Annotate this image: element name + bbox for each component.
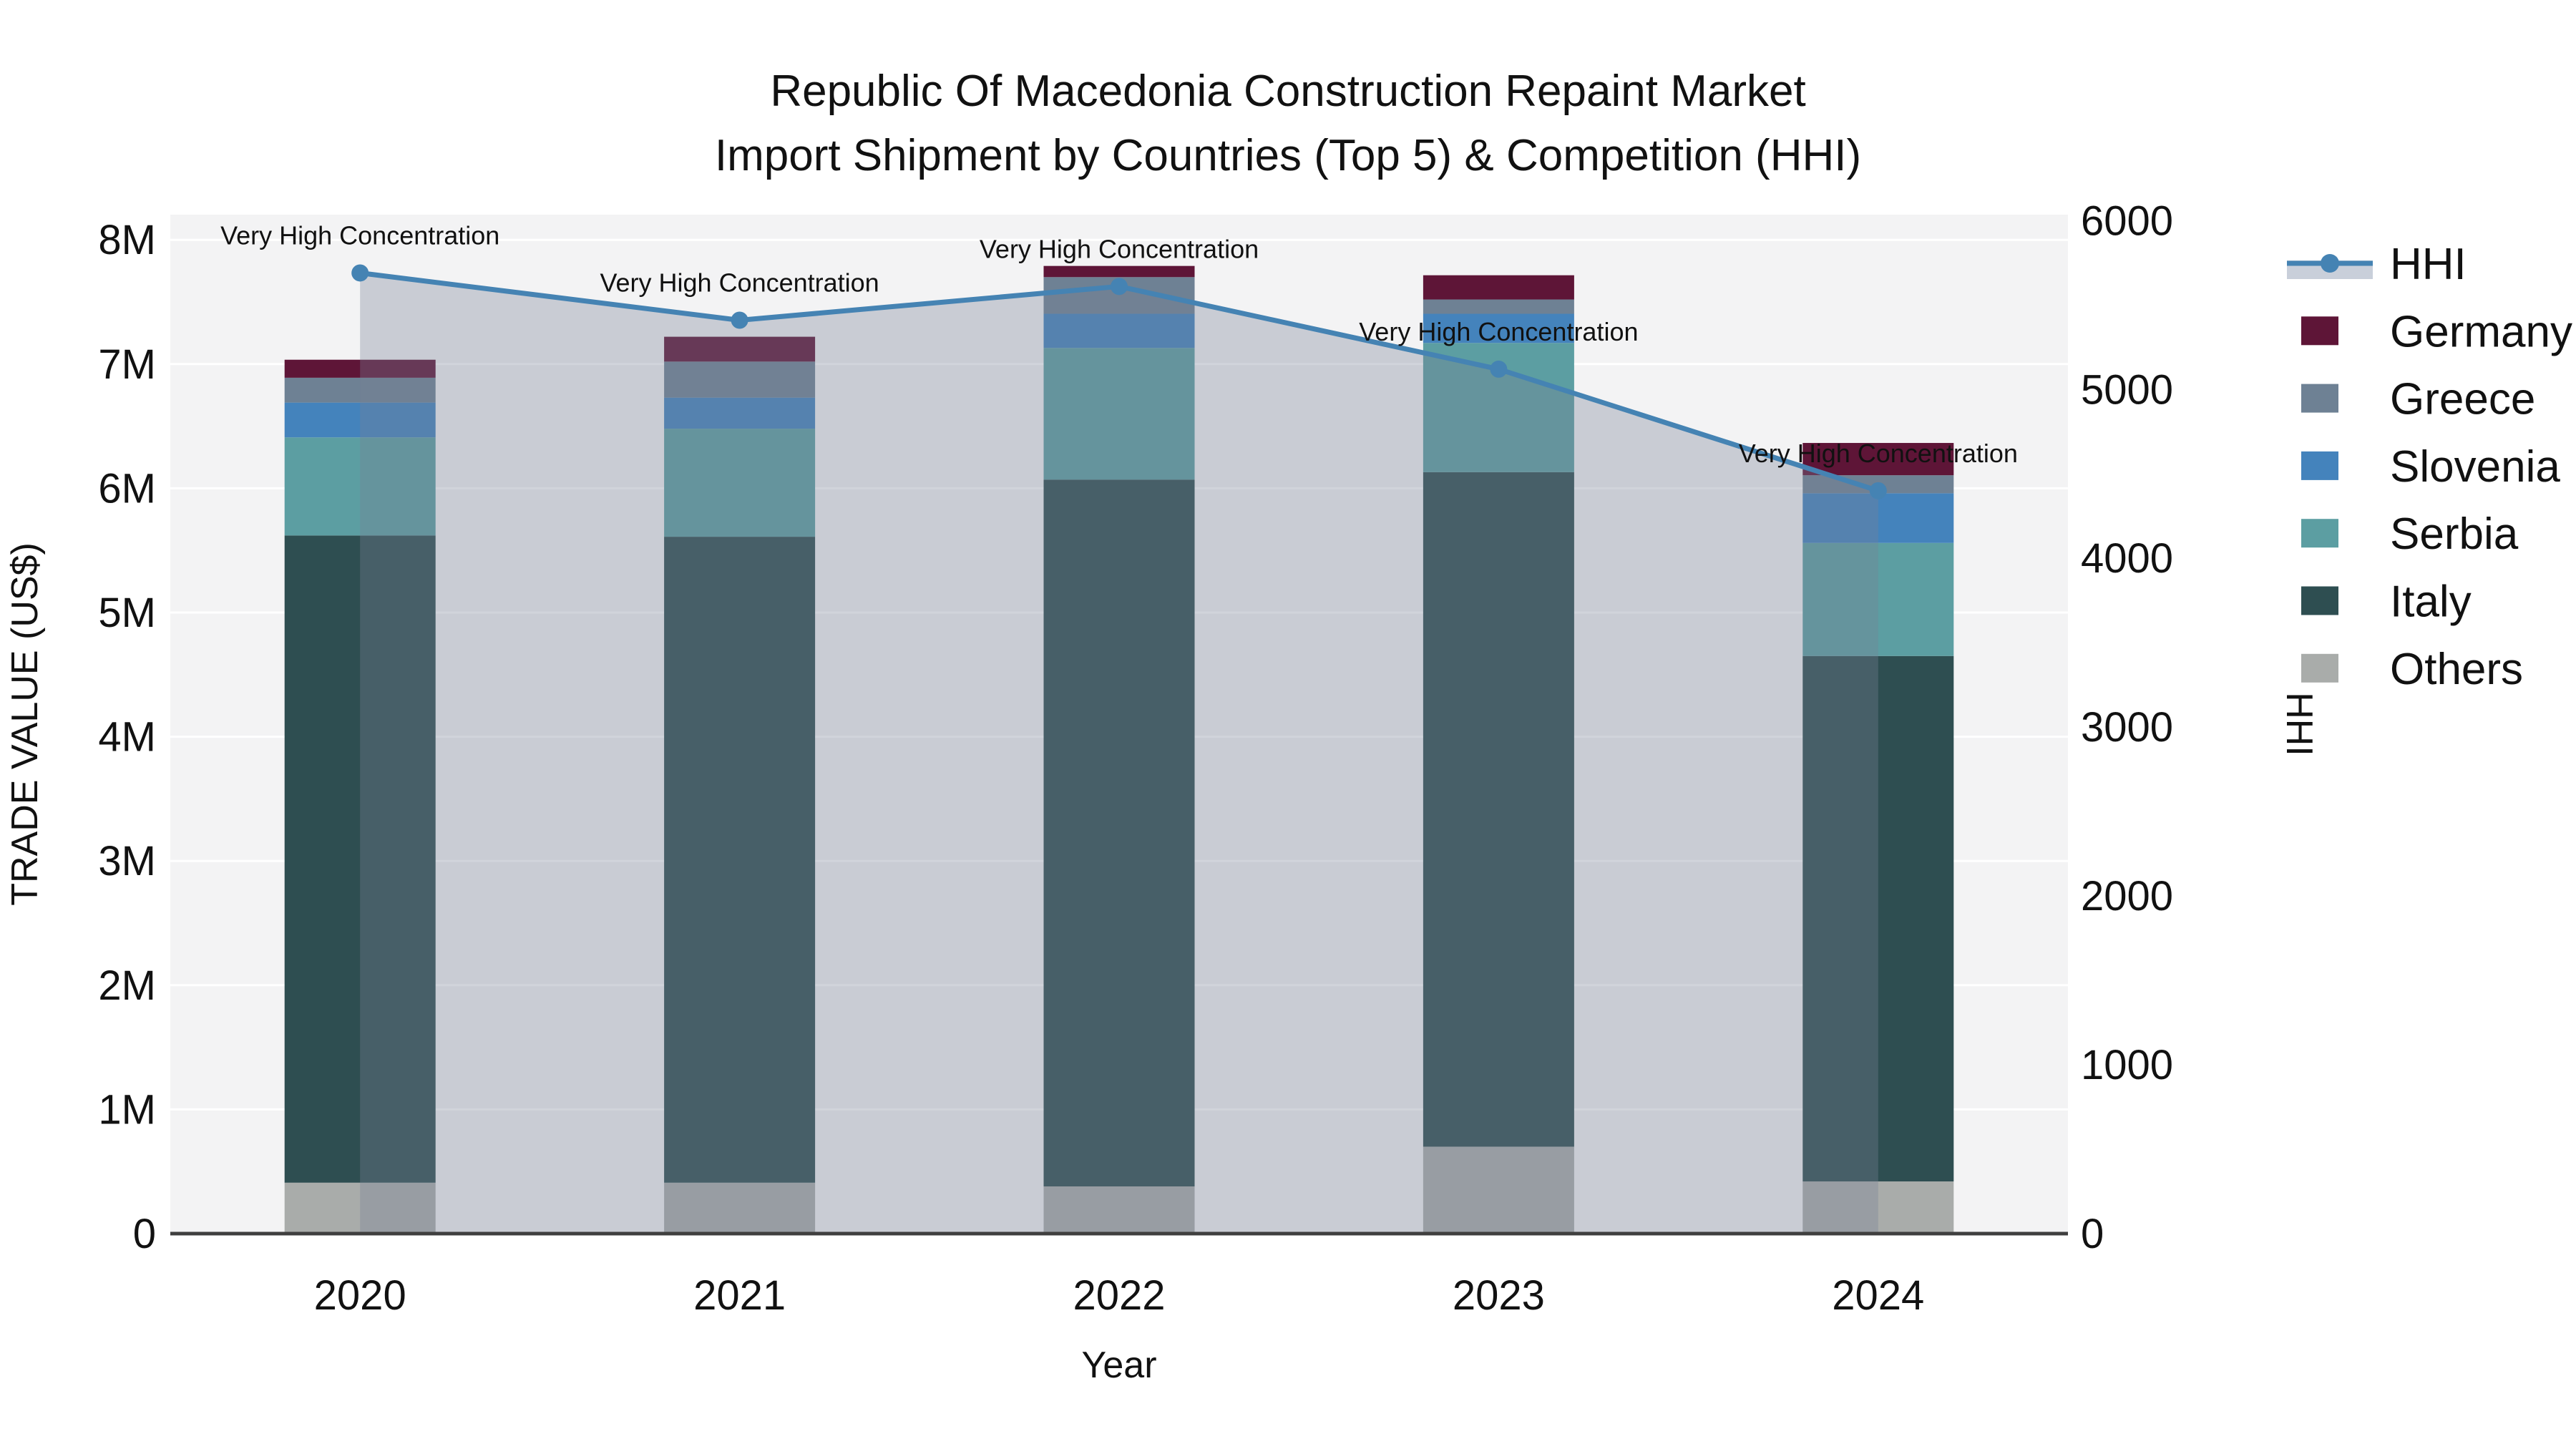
left-tick-3M: 3M — [98, 838, 156, 884]
legend-label-germany: Germany — [2390, 307, 2572, 356]
legend-swatch-slovenia — [2301, 451, 2338, 480]
bar-segment-italy-2023[interactable] — [1423, 472, 1574, 1147]
legend-label-slovenia: Slovenia — [2390, 442, 2560, 492]
x-axis-title: Year — [1081, 1345, 1156, 1386]
legend-label-greece: Greece — [2390, 375, 2535, 424]
bar-segment-others-2022[interactable] — [1043, 1186, 1195, 1234]
bar-segment-others-2023[interactable] — [1423, 1146, 1574, 1234]
hhi-marker-2022[interactable] — [1111, 278, 1128, 296]
right-tick-4000: 4000 — [2081, 535, 2173, 582]
bar-segment-slovenia-2024[interactable] — [1802, 493, 1954, 543]
bar-segment-serbia-2022[interactable] — [1043, 348, 1195, 480]
right-axis-title: HHI — [2278, 692, 2320, 756]
legend-label-hhi: HHI — [2390, 240, 2467, 289]
left-tick-8M: 8M — [98, 217, 156, 263]
bar-segment-serbia-2021[interactable] — [664, 429, 816, 537]
hhi-line-group — [351, 264, 1887, 499]
legend-item-hhi[interactable]: HHI — [2287, 240, 2467, 289]
annotation-2021: Very High Concentration — [600, 268, 879, 298]
legend-hhi-marker-swatch — [2321, 254, 2339, 273]
right-tick-6000: 6000 — [2081, 197, 2173, 244]
bar-segment-germany-2023[interactable] — [1423, 275, 1574, 300]
legend-swatch-others — [2301, 653, 2338, 683]
legend-label-serbia: Serbia — [2390, 509, 2519, 559]
bar-segment-greece-2023[interactable] — [1423, 299, 1574, 314]
legend-label-italy: Italy — [2390, 577, 2472, 627]
right-tick-1000: 1000 — [2081, 1042, 2173, 1088]
bar-segment-others-2020[interactable] — [284, 1182, 436, 1234]
bar-segment-italy-2022[interactable] — [1043, 479, 1195, 1187]
legend-item-others[interactable]: Others — [2301, 645, 2523, 694]
left-tick-6M: 6M — [98, 465, 156, 512]
hhi-marker-2024[interactable] — [1869, 482, 1887, 499]
legend-swatch-serbia — [2301, 519, 2338, 548]
right-tick-3000: 3000 — [2081, 704, 2173, 751]
left-axis-ticks: 0 1M 2M 3M 4M 5M 6M 7M 8M — [98, 217, 156, 1257]
x-label-2022: 2022 — [1073, 1272, 1165, 1319]
left-tick-0: 0 — [133, 1211, 156, 1257]
annotations-group: Very High Concentration Very High Concent… — [220, 220, 2018, 467]
hhi-marker-2021[interactable] — [731, 311, 748, 329]
x-axis-labels: 2020 2021 2022 2023 2024 — [314, 1272, 1925, 1319]
bar-segment-italy-2020[interactable] — [284, 535, 436, 1183]
legend-swatch-germany — [2301, 316, 2338, 346]
annotation-2024: Very High Concentration — [1739, 439, 2018, 468]
legend-label-others: Others — [2390, 645, 2523, 694]
bar-segment-italy-2021[interactable] — [664, 537, 816, 1183]
hhi-area-fill — [360, 273, 1878, 1234]
right-axis-ticks: 0 1000 2000 3000 4000 5000 6000 — [2081, 197, 2173, 1257]
bar-segment-slovenia-2022[interactable] — [1043, 313, 1195, 348]
right-tick-0: 0 — [2081, 1211, 2104, 1257]
annotation-2020: Very High Concentration — [220, 220, 499, 250]
hhi-marker-2023[interactable] — [1490, 360, 1508, 378]
annotation-2022: Very High Concentration — [980, 234, 1259, 263]
bar-segment-others-2024[interactable] — [1802, 1181, 1954, 1234]
left-axis-title: TRADE VALUE (US$) — [4, 542, 46, 906]
chart-title-line1: Republic Of Macedonia Construction Repai… — [770, 67, 1805, 116]
chart-title-line2: Import Shipment by Countries (Top 5) & C… — [715, 131, 1861, 180]
bar-segment-greece-2020[interactable] — [284, 377, 436, 403]
bar-segment-germany-2022[interactable] — [1043, 265, 1195, 278]
x-label-2021: 2021 — [693, 1272, 786, 1319]
legend-item-slovenia[interactable]: Slovenia — [2301, 442, 2560, 492]
bars-group — [284, 265, 1954, 1234]
right-tick-2000: 2000 — [2081, 873, 2173, 919]
hhi-area-group — [360, 273, 1878, 1234]
legend: HHI Germany Greece Slovenia Serbia Italy Other… — [2287, 240, 2572, 694]
x-label-2024: 2024 — [1832, 1272, 1924, 1319]
bar-segment-slovenia-2021[interactable] — [664, 397, 816, 429]
legend-item-germany[interactable]: Germany — [2301, 307, 2572, 356]
bar-segment-serbia-2020[interactable] — [284, 437, 436, 536]
x-label-2020: 2020 — [314, 1272, 406, 1319]
left-tick-4M: 4M — [98, 714, 156, 761]
annotation-2023: Very High Concentration — [1359, 317, 1638, 346]
bar-segment-germany-2021[interactable] — [664, 336, 816, 362]
bar-segment-slovenia-2020[interactable] — [284, 402, 436, 438]
bar-segment-greece-2021[interactable] — [664, 361, 816, 398]
bar-segment-italy-2024[interactable] — [1802, 655, 1954, 1182]
bar-segment-germany-2024[interactable] — [1802, 443, 1954, 476]
right-tick-5000: 5000 — [2081, 366, 2173, 413]
bar-segment-slovenia-2023[interactable] — [1423, 313, 1574, 343]
hhi-marker-2020[interactable] — [351, 264, 369, 282]
left-tick-5M: 5M — [98, 590, 156, 636]
legend-item-serbia[interactable]: Serbia — [2301, 509, 2519, 559]
left-tick-7M: 7M — [98, 341, 156, 388]
legend-item-greece[interactable]: Greece — [2301, 375, 2535, 424]
x-label-2023: 2023 — [1453, 1272, 1545, 1319]
bar-segment-serbia-2024[interactable] — [1802, 542, 1954, 656]
legend-swatch-italy — [2301, 586, 2338, 615]
legend-swatch-greece — [2301, 384, 2338, 413]
legend-item-italy[interactable]: Italy — [2301, 577, 2472, 627]
left-tick-1M: 1M — [98, 1086, 156, 1133]
bar-segment-others-2021[interactable] — [664, 1182, 816, 1234]
left-tick-2M: 2M — [98, 962, 156, 1009]
bar-segment-germany-2020[interactable] — [284, 359, 436, 378]
